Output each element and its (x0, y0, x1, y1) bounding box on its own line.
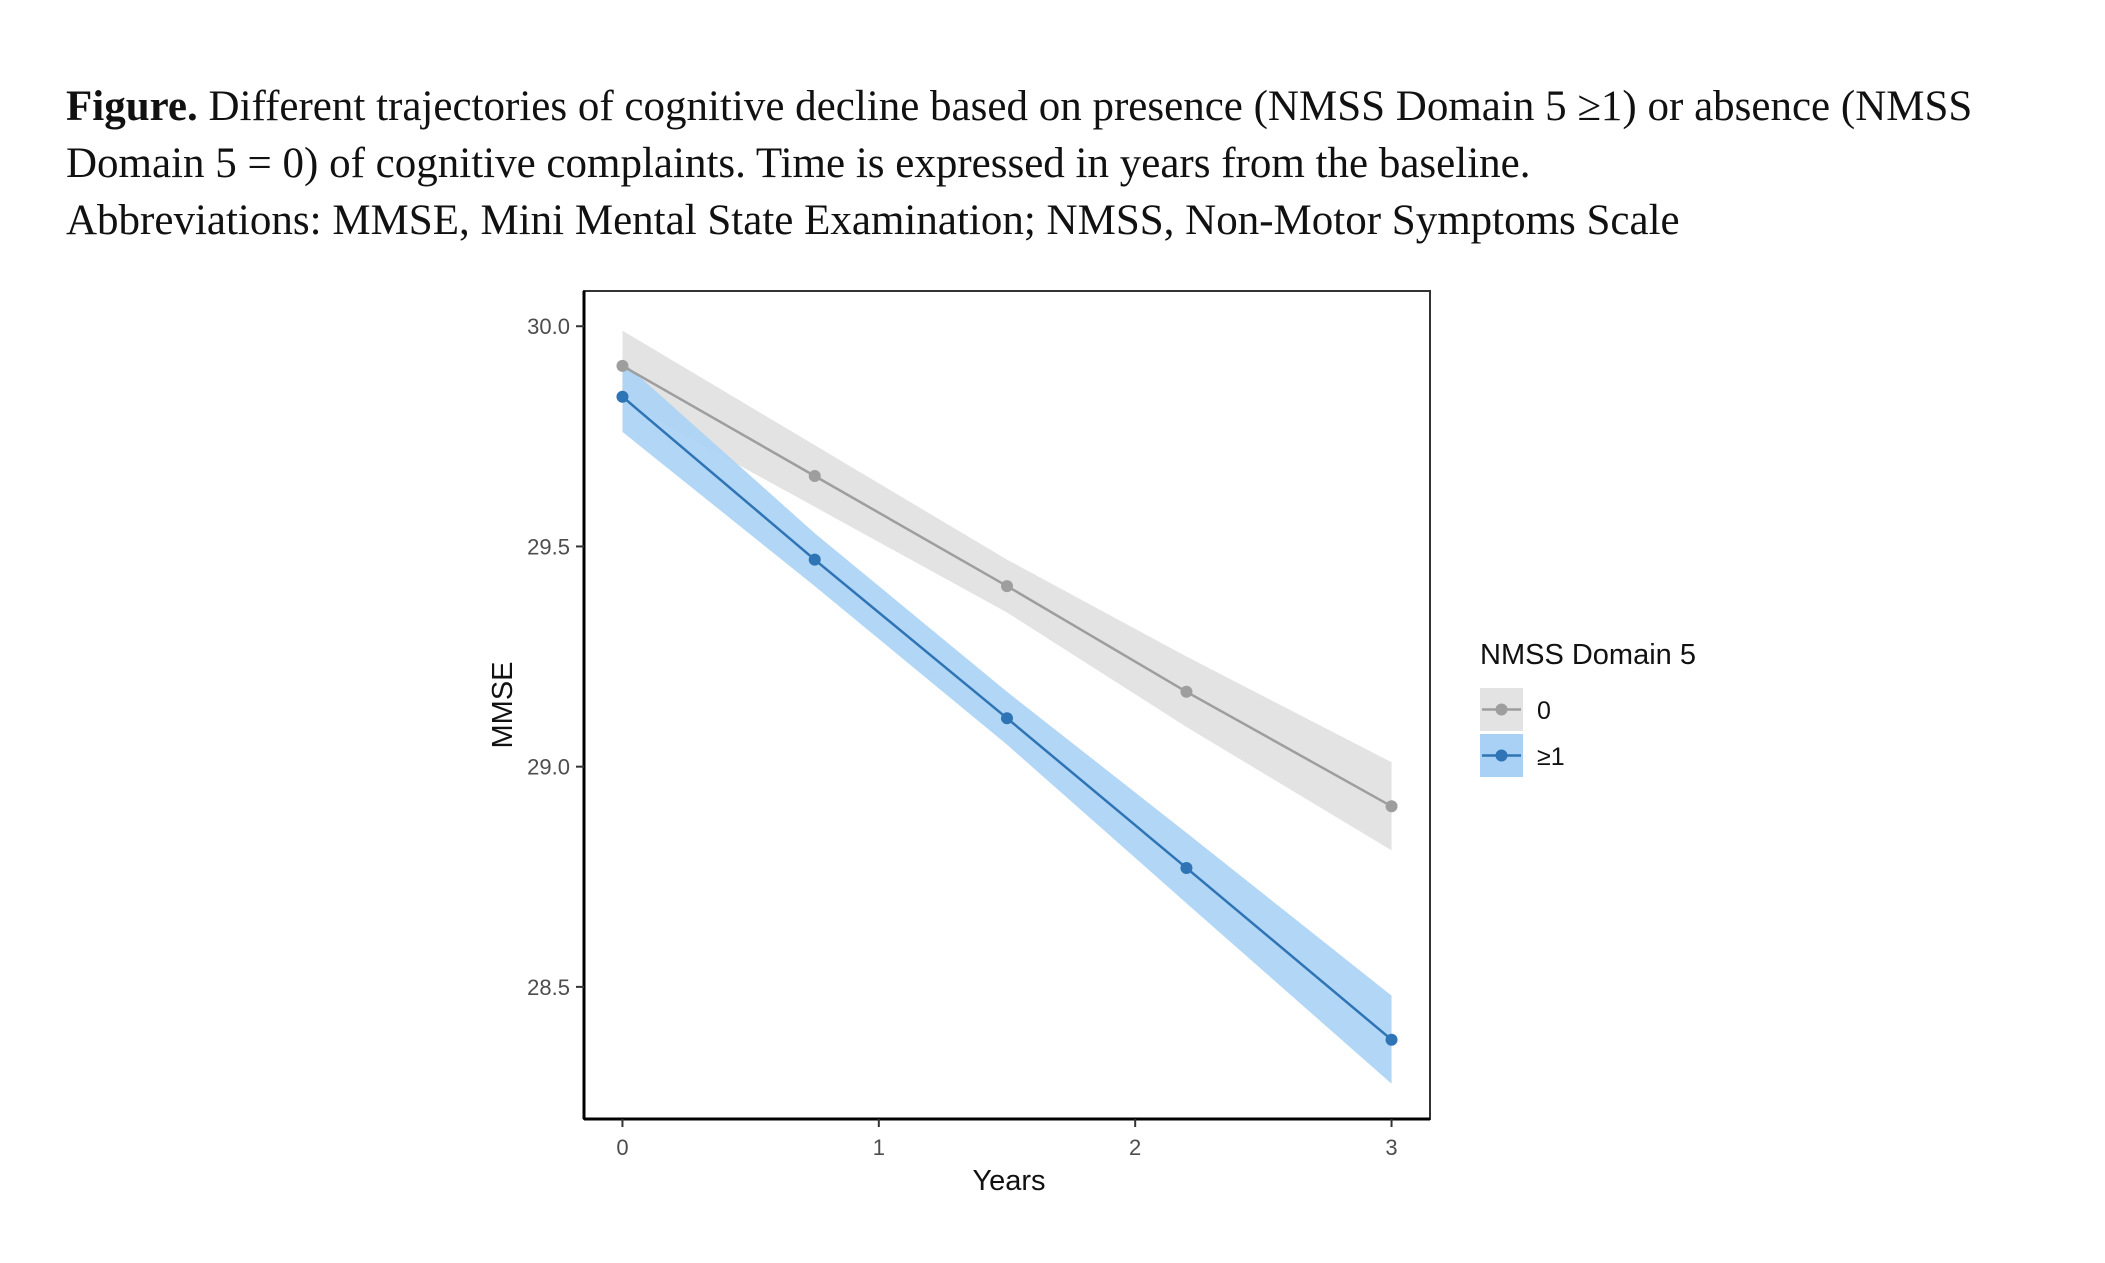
point-series-1-4 (1385, 1033, 1398, 1046)
point-series-0-3 (1180, 685, 1193, 698)
caption-line-2: Domain 5 = 0) of cognitive complaints. T… (66, 140, 1531, 187)
point-series-0-2 (1001, 580, 1013, 593)
y-tick-label-0: 28.5 (527, 975, 570, 1000)
x-tick-label-2: 2 (1129, 1135, 1141, 1160)
x-ticks: 0 1 2 3 (616, 1119, 1398, 1160)
legend-key-point-1 (1495, 749, 1508, 762)
legend-label-1: ≥1 (1537, 743, 1565, 771)
figure-caption: Figure. Different trajectories of cognit… (66, 78, 2086, 249)
y-ticks: 28.5 29.0 29.5 30.0 (527, 314, 584, 1000)
x-tick-label-1: 1 (873, 1135, 885, 1160)
x-tick-label-0: 0 (616, 1135, 628, 1160)
chart-bands (622, 330, 1392, 1084)
caption-line-1: Figure. Different trajectories of cognit… (66, 78, 2086, 135)
point-series-1-2 (1001, 712, 1013, 725)
point-series-1-0 (616, 390, 629, 403)
legend: NMSS Domain 5 0 ≥1 (1480, 639, 1696, 777)
y-axis-title: MMSE (487, 662, 519, 749)
point-series-0-0 (616, 359, 629, 372)
x-tick-label-3: 3 (1385, 1135, 1397, 1160)
point-series-1-3 (1180, 861, 1193, 874)
chart-points (616, 359, 1398, 1046)
y-tick-label-3: 30.0 (527, 314, 570, 339)
caption-figure-label: Figure. (66, 83, 198, 130)
y-tick-label-2: 29.5 (527, 534, 570, 559)
legend-key-point-0 (1495, 703, 1508, 716)
point-series-0-4 (1385, 800, 1398, 813)
legend-label-0: 0 (1537, 697, 1551, 725)
caption-line-1-text: Different trajectories of cognitive decl… (208, 83, 1973, 130)
point-series-1-1 (808, 553, 821, 566)
x-axis-title: Years (972, 1165, 1045, 1197)
legend-title: NMSS Domain 5 (1480, 639, 1696, 671)
y-tick-label-1: 29.0 (527, 755, 570, 780)
point-series-0-1 (808, 469, 821, 482)
caption-line-3: Abbreviations: MMSE, Mini Mental State E… (66, 197, 1680, 244)
